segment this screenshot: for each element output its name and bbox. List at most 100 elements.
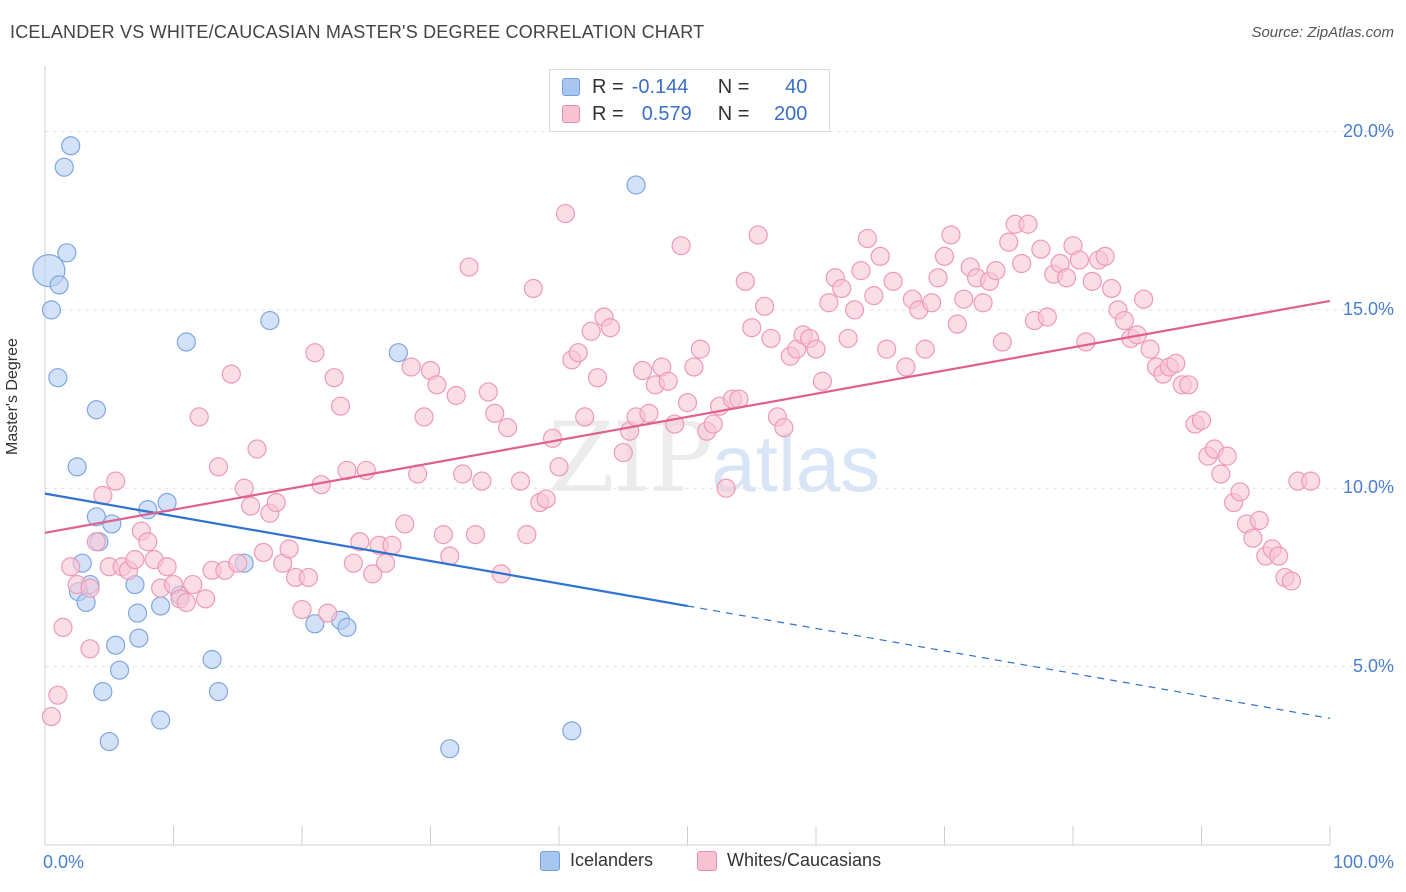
white-caucasian-point <box>1069 250 1090 270</box>
white-caucasian-point <box>844 300 865 320</box>
white-caucasian-point <box>241 496 261 516</box>
bottom-legend-swatch-icelanders <box>540 850 560 871</box>
bottom-legend-label-whites: Whites/Caucasians <box>727 850 882 870</box>
white-caucasian-point <box>742 318 762 338</box>
white-caucasian-point <box>928 268 948 288</box>
white-caucasian-point <box>363 564 383 584</box>
white-caucasian-point <box>1011 253 1032 274</box>
icelander-point <box>129 628 149 648</box>
white-caucasian-point <box>48 685 68 705</box>
white-caucasian-point <box>433 525 453 545</box>
white-caucasian-point <box>157 557 177 577</box>
white-caucasian-point <box>1301 471 1321 491</box>
white-caucasian-point <box>247 439 267 459</box>
white-caucasian-point <box>465 525 486 545</box>
legend-row-icelanders: R = -0.144 N = 40 <box>562 74 807 100</box>
white-caucasian-point <box>1166 353 1186 373</box>
white-caucasian-point <box>86 532 107 552</box>
icelander-point <box>151 710 171 730</box>
white-caucasian-point <box>877 339 897 359</box>
icelander-point <box>93 681 113 702</box>
white-caucasian-point <box>954 289 974 309</box>
white-caucasian-point <box>478 382 498 402</box>
white-caucasian-point <box>812 371 833 391</box>
white-caucasian-point <box>857 228 878 249</box>
icelander-point <box>54 157 74 177</box>
white-caucasian-point <box>542 428 563 448</box>
white-caucasian-point <box>221 364 241 384</box>
white-caucasian-point <box>549 457 569 477</box>
white-caucasian-point <box>375 553 396 573</box>
white-caucasian-point <box>80 578 100 598</box>
white-caucasian-point <box>735 271 755 291</box>
white-caucasian-point <box>1230 482 1250 502</box>
white-caucasian-point <box>234 478 254 498</box>
white-caucasian-point <box>870 246 890 266</box>
icelander-point <box>48 368 68 388</box>
white-caucasian-point <box>1037 307 1057 327</box>
white-caucasian-point <box>330 396 351 416</box>
white-caucasian-point <box>189 407 209 427</box>
white-caucasian-point <box>941 225 961 245</box>
white-caucasian-point <box>716 478 736 498</box>
white-caucasian-point <box>298 567 319 588</box>
white-caucasian-point <box>581 321 601 341</box>
white-caucasian-point <box>613 442 633 463</box>
white-caucasian-point <box>536 489 556 509</box>
white-caucasian-point <box>587 368 608 388</box>
legend-r-value: -0.144 <box>631 75 689 98</box>
white-caucasian-point <box>228 553 248 573</box>
icelander-point <box>176 332 196 352</box>
white-caucasian-point <box>138 532 158 552</box>
white-caucasian-point <box>401 357 421 377</box>
white-caucasian-point <box>176 592 196 613</box>
white-caucasian-point <box>568 343 588 363</box>
icelander-point <box>41 300 62 320</box>
white-caucasian-point <box>510 471 531 491</box>
x-tick-label-min: 0.0% <box>43 852 85 872</box>
icelander-point <box>86 400 107 420</box>
white-caucasian-point <box>677 393 698 413</box>
legend-swatch-icelanders <box>562 78 580 96</box>
white-caucasian-point <box>555 203 576 224</box>
y-tick-label: 20.0% <box>1342 120 1394 141</box>
white-caucasian-point <box>729 389 749 409</box>
white-caucasian-point <box>947 314 967 334</box>
icelander-trend-extension <box>687 605 1331 719</box>
white-caucasian-point <box>1243 528 1263 548</box>
white-caucasian-point <box>1076 332 1096 352</box>
white-caucasian-point <box>671 236 691 256</box>
legend-r-label: R = <box>592 75 624 98</box>
white-caucasian-point <box>986 261 1006 281</box>
white-caucasian-point <box>754 296 775 316</box>
white-caucasian-point <box>472 471 492 491</box>
white-caucasian-point <box>208 457 229 477</box>
white-caucasian-point <box>883 271 903 291</box>
icelander-point <box>208 681 229 702</box>
white-caucasian-point <box>838 328 858 349</box>
white-caucasian-point <box>125 550 145 570</box>
white-caucasian-point <box>600 318 621 338</box>
legend-swatch-whites <box>562 105 580 123</box>
legend-n-value: 200 <box>774 102 808 125</box>
icelander-point <box>626 175 646 195</box>
white-caucasian-point <box>1082 271 1102 291</box>
white-caucasian-point <box>427 375 447 395</box>
white-caucasian-point <box>292 599 312 620</box>
icelander-point <box>151 596 171 616</box>
white-caucasian-point <box>318 603 338 623</box>
white-caucasian-point <box>350 532 370 552</box>
legend-row-whites: R = 0.579 N = 200 <box>562 101 807 127</box>
white-caucasian-point <box>1101 278 1122 299</box>
y-tick-label: 15.0% <box>1342 298 1394 319</box>
white-caucasian-point <box>864 286 884 306</box>
icelander-point <box>337 617 357 637</box>
white-caucasian-point <box>498 418 518 438</box>
white-caucasian-point <box>1217 446 1237 466</box>
white-caucasian-point <box>414 407 434 427</box>
watermark-atlas: atlas <box>711 419 881 508</box>
white-caucasian-point <box>523 278 543 299</box>
correlation-legend: R = -0.144 N = 40 R = 0.579 N = 200 <box>549 69 830 132</box>
white-caucasian-point <box>832 278 852 299</box>
